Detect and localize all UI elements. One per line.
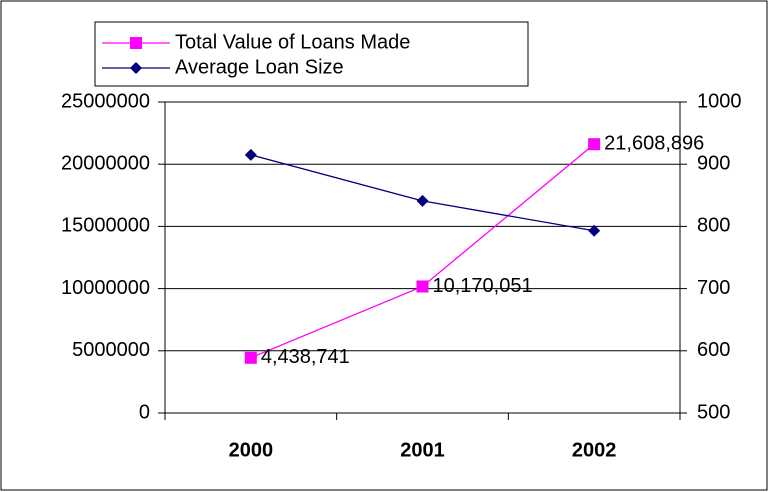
- y2-tick-label: 700: [697, 277, 730, 299]
- x-tick-label: 2001: [400, 439, 445, 461]
- y-tick-label: 10000000: [61, 277, 150, 299]
- data-point: [244, 351, 257, 364]
- data-point: [588, 138, 601, 151]
- y-tick-label: 0: [139, 401, 150, 423]
- data-label: 10,170,051: [433, 275, 533, 297]
- y-tick-label: 20000000: [61, 152, 150, 174]
- data-point: [588, 224, 601, 237]
- legend-label: Average Loan Size: [175, 56, 344, 78]
- y-tick-label: 5000000: [72, 339, 150, 361]
- y2-tick-label: 1000: [697, 90, 742, 112]
- data-point: [244, 148, 257, 161]
- y2-tick-label: 600: [697, 339, 730, 361]
- data-label: 4,438,741: [261, 346, 350, 368]
- y-tick-label: 25000000: [61, 90, 150, 112]
- data-point: [416, 194, 429, 207]
- legend-box: [94, 21, 529, 87]
- legend-marker: [130, 62, 142, 74]
- data-label: 21,608,896: [604, 132, 704, 154]
- x-tick-label: 2002: [572, 439, 617, 461]
- y2-tick-label: 900: [697, 152, 730, 174]
- y-tick-label: 15000000: [61, 215, 150, 237]
- y2-tick-label: 800: [697, 215, 730, 237]
- y2-tick-label: 500: [697, 401, 730, 423]
- data-point: [416, 280, 429, 293]
- legend-label: Total Value of Loans Made: [175, 31, 410, 53]
- legend-marker: [130, 37, 142, 49]
- x-tick-label: 2000: [229, 439, 274, 461]
